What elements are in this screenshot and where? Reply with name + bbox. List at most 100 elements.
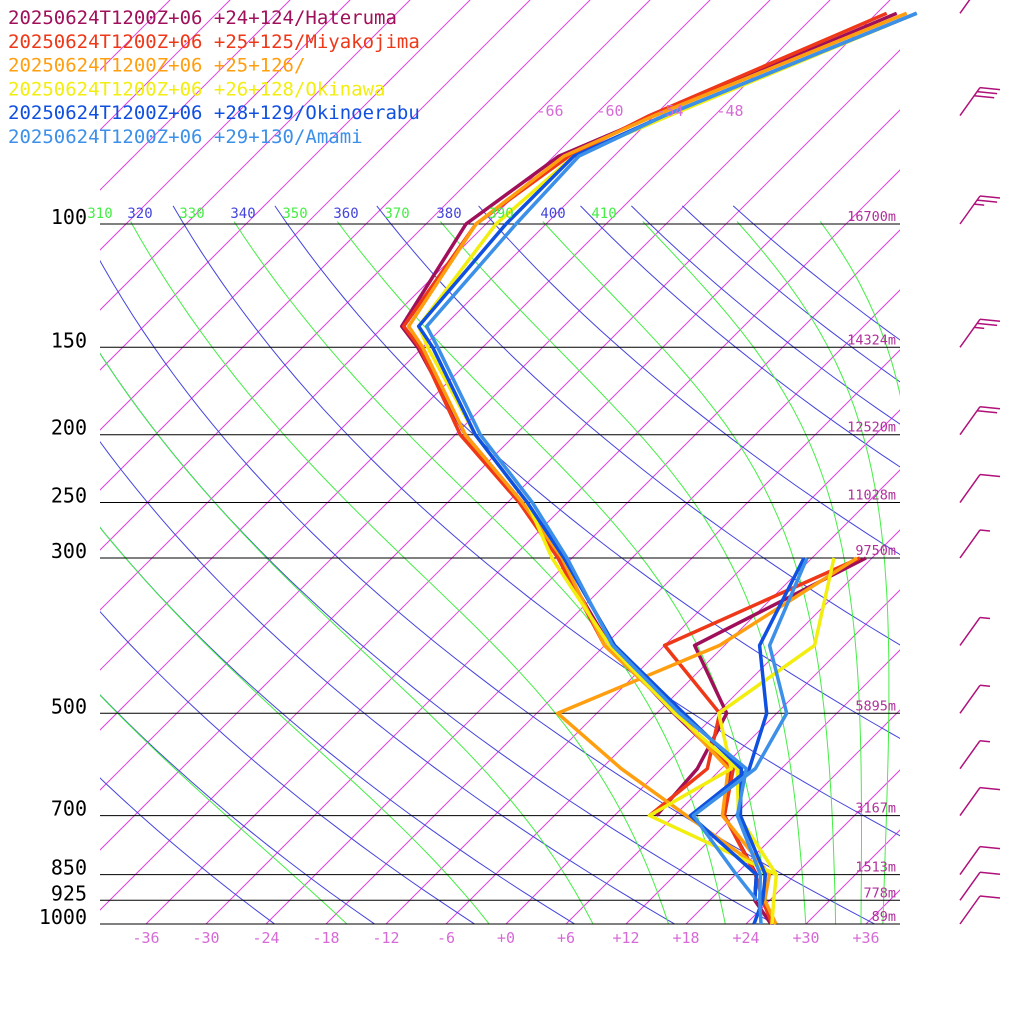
wind-barb xyxy=(959,616,991,646)
upper-temperature-label: -66 xyxy=(536,102,563,120)
dry-adiabat-line xyxy=(631,205,900,425)
moist-adiabat-line xyxy=(100,526,490,924)
legend-entry: 20250624T1200Z+06 +29+130/Amami xyxy=(8,126,363,148)
isotherm-line xyxy=(445,469,900,924)
theta-label: 360 xyxy=(333,206,358,222)
wind-barb xyxy=(959,86,1001,117)
wind-barb xyxy=(959,195,1001,225)
moist-adiabat-line xyxy=(130,221,669,924)
legend-entry: 20250624T1200Z+06 +25+126/ xyxy=(8,55,305,77)
dry-adiabat-line xyxy=(681,205,900,383)
isotherm-line xyxy=(505,529,900,924)
upper-temperature-label: -54 xyxy=(656,102,683,120)
moist-adiabat-line xyxy=(233,221,726,924)
moist-adiabat-line xyxy=(642,221,862,924)
isotherm-line xyxy=(625,649,900,924)
dry-adiabat-line xyxy=(100,259,876,924)
wind-barb xyxy=(959,473,1001,503)
pressure-label: 200 xyxy=(51,416,87,440)
isotherm-line xyxy=(865,889,900,924)
temperature-tick-label: -12 xyxy=(372,929,399,947)
isotherm-line xyxy=(385,409,900,924)
temperature-tick-label: +30 xyxy=(792,929,819,947)
dry-adiabat-line xyxy=(478,205,900,556)
wind-barb xyxy=(959,405,1001,436)
isotherm-line xyxy=(565,589,900,924)
moist-adiabat-line xyxy=(100,352,594,924)
dewpoint-profile-line xyxy=(655,556,867,817)
moist-adiabat-line xyxy=(819,221,900,397)
wind-barb xyxy=(959,786,1001,817)
height-label: 11028m xyxy=(847,488,896,504)
isotherm-line xyxy=(685,709,900,924)
legend-entry: 20250624T1200Z+06 +26+128/Okinawa xyxy=(8,78,386,100)
temperature-profile-line xyxy=(424,11,918,925)
dewpoint-profile-line xyxy=(647,557,836,877)
wind-barb xyxy=(959,318,1001,348)
dewpoint-profile-line xyxy=(688,557,806,901)
isotherm-line xyxy=(100,0,771,671)
pressure-label: 700 xyxy=(51,797,87,821)
isotherm-line xyxy=(805,829,900,924)
isotherm-line xyxy=(100,0,711,611)
temperature-tick-label: +24 xyxy=(732,929,759,947)
moist-adiabat-line xyxy=(100,694,348,924)
isotherm-line xyxy=(145,169,900,924)
theta-label: 320 xyxy=(127,206,152,222)
dry-adiabat-line xyxy=(100,777,276,924)
pressure-label: 1000 xyxy=(39,905,87,929)
dry-adiabat-line xyxy=(732,205,900,341)
height-label: 9750m xyxy=(855,543,896,559)
isobar-lines xyxy=(100,223,900,925)
dewpoint-profile-line xyxy=(691,557,809,902)
theta-label: 380 xyxy=(436,206,461,222)
moist-adiabat-line xyxy=(336,221,771,924)
height-label: 5895m xyxy=(855,698,896,714)
pressure-label: 500 xyxy=(51,694,87,718)
moist-adiabat-line xyxy=(542,221,837,924)
dry-adiabat-line xyxy=(100,526,576,924)
dry-adiabat-line xyxy=(100,352,776,924)
moist-adiabat-line xyxy=(440,221,807,924)
dry-adiabat-line xyxy=(100,694,376,924)
isotherm-line xyxy=(100,0,591,491)
temperature-tick-label: -36 xyxy=(132,929,159,947)
dry-adiabat-line xyxy=(172,205,900,837)
isotherm-line xyxy=(926,0,1024,924)
upper-temperature-label: -48 xyxy=(716,102,743,120)
temperature-tick-label: -30 xyxy=(192,929,219,947)
theta-label: 310 xyxy=(87,206,112,222)
temperature-tick-label: -24 xyxy=(252,929,279,947)
moist-adiabat-line xyxy=(736,221,890,924)
isotherm-line xyxy=(100,0,531,431)
pressure-label: 300 xyxy=(51,539,87,563)
wind-barb xyxy=(959,739,991,770)
height-label: 14324m xyxy=(847,332,896,348)
isotherm-line xyxy=(100,0,651,551)
legend-entry: 20250624T1200Z+06 +24+124/Hateruma xyxy=(8,7,397,29)
temperature-tick-label: -18 xyxy=(312,929,339,947)
pressure-label: 150 xyxy=(51,328,87,352)
height-label: 1513m xyxy=(855,860,896,876)
theta-label: 350 xyxy=(282,206,307,222)
wind-barb xyxy=(959,0,971,14)
temperature-tick-label: +6 xyxy=(557,929,575,947)
theta-label: 410 xyxy=(591,206,616,222)
dry-adiabat-line xyxy=(100,610,476,924)
theta-label: 330 xyxy=(179,206,204,222)
dry-adiabat-line xyxy=(100,440,676,924)
grid-lines xyxy=(100,0,1024,924)
legend-entry: 20250624T1200Z+06 +25+125/Miyakojima xyxy=(8,31,420,53)
temperature-tick-label: +18 xyxy=(672,929,699,947)
temperature-profile-line xyxy=(406,11,908,925)
dry-adiabat-line xyxy=(274,205,900,739)
height-label: 778m xyxy=(863,885,896,901)
isotherm-line xyxy=(205,229,900,924)
isotherm-line xyxy=(325,349,900,924)
isotherm-line xyxy=(100,49,900,851)
temperature-tick-label: +12 xyxy=(612,929,639,947)
wind-barb xyxy=(959,871,1001,901)
height-label: 16700m xyxy=(847,209,896,225)
theta-label: 340 xyxy=(230,206,255,222)
